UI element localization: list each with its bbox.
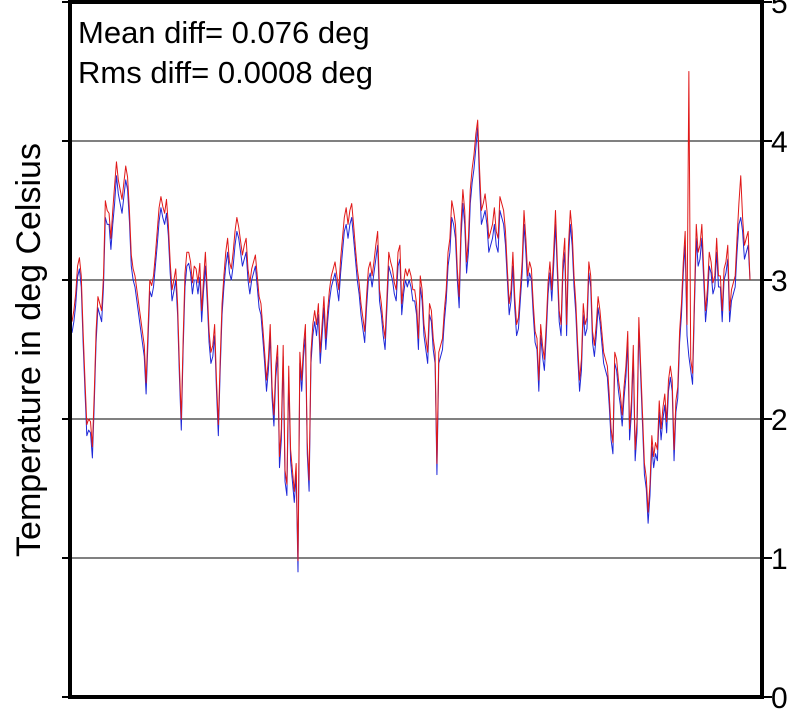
y-tick-label-5: 5: [771, 0, 788, 20]
y-axis-ticks: 0 1 2 3 4 5: [62, 0, 788, 712]
mean-diff-annotation: Mean diff= 0.076 deg: [78, 15, 370, 50]
y-tick-label-4: 4: [771, 126, 788, 159]
rms-diff-annotation: Rms diff= 0.0008 deg: [78, 55, 373, 90]
gridlines: [70, 140, 762, 559]
y-tick-label-0: 0: [771, 682, 788, 712]
y-tick-label-3: 3: [771, 265, 788, 298]
y-tick-label-1: 1: [771, 543, 788, 576]
series-layer: [71, 71, 751, 573]
series-line-red: [71, 71, 751, 562]
plot-frame: [68, 0, 764, 699]
y-axis-label: Temperature in deg Celsius: [10, 143, 48, 557]
y-tick-label-2: 2: [771, 404, 788, 437]
